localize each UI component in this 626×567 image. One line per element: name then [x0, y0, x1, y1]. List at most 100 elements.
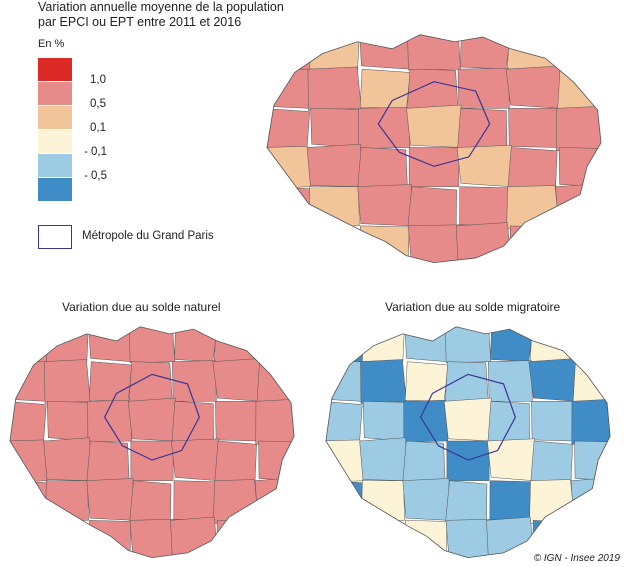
epci-area: [446, 440, 490, 481]
title-line-1: Variation annuelle moyenne de la populat…: [38, 0, 284, 14]
epci-area: [490, 326, 534, 362]
epci-area: [46, 401, 93, 442]
epci-area: [44, 359, 91, 404]
epci-area: [266, 223, 312, 263]
epci-area: [489, 480, 533, 521]
epci-area: [404, 520, 448, 558]
epci-area: [215, 401, 260, 442]
epci-area: [310, 108, 364, 148]
legend-swatch-3: [38, 106, 72, 129]
map-title-naturel: Variation due au solde naturel: [62, 300, 221, 314]
legend-swatch-5: [38, 154, 72, 177]
epci-area: [530, 440, 573, 483]
epci-area: [572, 326, 611, 362]
legend-break-2: 0,5: [90, 98, 106, 110]
epci-area: [558, 147, 602, 187]
epci-area: [256, 326, 295, 362]
epci-area: [404, 326, 451, 362]
epci-area: [9, 480, 50, 521]
epci-area: [128, 326, 176, 364]
credit-text: © IGN - Insee 2019: [533, 553, 620, 564]
map-migratoire: [325, 326, 611, 559]
epci-area: [88, 361, 133, 402]
epci-area: [445, 480, 488, 523]
epci-area: [456, 145, 513, 187]
epci-area: [505, 65, 562, 109]
epci-area: [171, 438, 219, 481]
epci-area: [570, 477, 611, 521]
epci-area: [459, 34, 512, 70]
legend-unit: En %: [38, 38, 65, 50]
epci-area: [127, 397, 177, 442]
map-naturel: [9, 326, 295, 559]
legend-swatch-4: [38, 130, 72, 153]
epci-area: [359, 68, 411, 109]
epci-area: [86, 440, 130, 485]
epci-area: [88, 520, 132, 558]
epci-area: [255, 398, 295, 445]
epci-area: [256, 520, 295, 558]
epci-area: [528, 358, 578, 402]
epci-area: [507, 147, 558, 189]
epci-area: [173, 480, 217, 521]
metropole-label: Métropole du Grand Paris: [82, 230, 214, 242]
epci-area: [408, 147, 460, 187]
epci-area: [130, 440, 174, 481]
epci-areas: [266, 34, 602, 263]
epci-area: [357, 147, 408, 191]
epci-area: [457, 67, 510, 109]
epci-area: [407, 34, 461, 71]
epci-area: [216, 520, 261, 558]
epci-area: [457, 108, 508, 150]
epci-area: [406, 104, 462, 148]
epci-area: [266, 108, 310, 148]
map-title-migratoire: Variation due au solde migratoire: [385, 300, 561, 314]
epci-area: [213, 326, 258, 365]
epci-area: [361, 480, 405, 522]
epci-area: [266, 186, 314, 227]
epci-area: [360, 520, 403, 558]
legend-swatch-6: [38, 178, 72, 201]
epci-area: [325, 480, 366, 521]
epci-area: [9, 439, 48, 484]
epci-area: [86, 478, 134, 521]
epci-area: [325, 517, 365, 558]
map-total: [266, 34, 602, 264]
epci-area: [88, 326, 135, 362]
epci-area: [445, 518, 493, 558]
epci-area: [9, 361, 49, 402]
metropole-outline: [377, 81, 491, 167]
epci-area: [531, 401, 576, 442]
epci-areas: [9, 326, 295, 558]
epci-area: [509, 225, 561, 263]
epci-area: [362, 401, 409, 442]
epci-area: [266, 68, 313, 109]
epci-area: [529, 326, 574, 365]
epci-area: [556, 225, 602, 263]
epci-area: [9, 517, 49, 558]
epci-area: [325, 439, 364, 484]
epci-area: [402, 440, 446, 485]
epci-area: [171, 401, 214, 444]
epci-area: [174, 326, 218, 362]
region-border: [266, 34, 602, 264]
epci-area: [506, 185, 560, 230]
legend-break-1: 1,0: [90, 74, 106, 86]
epci-area: [444, 326, 492, 364]
epci-area: [407, 186, 457, 229]
epci-area: [459, 186, 510, 227]
epci-area: [308, 186, 360, 228]
epci-area: [357, 184, 412, 227]
epci-areas: [325, 326, 611, 558]
epci-area: [214, 440, 257, 483]
epci-area: [571, 398, 611, 445]
legend-swatch-1: [38, 58, 72, 81]
metropole-swatch: [38, 225, 72, 249]
epci-area: [402, 478, 450, 521]
epci-area: [529, 479, 575, 524]
epci-area: [506, 34, 558, 72]
epci-area: [44, 520, 87, 558]
epci-area: [557, 34, 602, 70]
title-line-2: par EPCI ou EPT entre 2011 et 2016: [38, 15, 242, 29]
